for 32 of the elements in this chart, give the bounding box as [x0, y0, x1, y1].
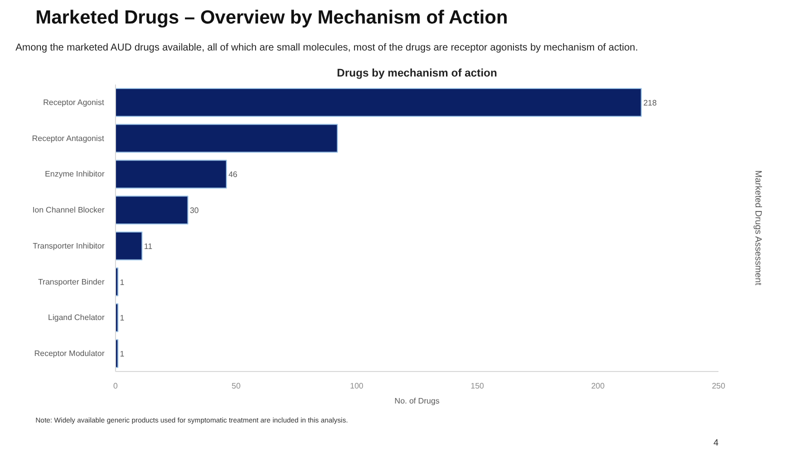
text: 4 — [713, 438, 719, 448]
bar — [116, 231, 143, 260]
data-label: 218 — [643, 98, 658, 108]
data-label: 46 — [228, 170, 238, 180]
bar — [116, 88, 642, 117]
x-tick-label: 200 — [591, 382, 606, 390]
bar — [116, 160, 227, 189]
data-label: 11 — [144, 242, 153, 251]
y-tick-label: Ion Channel Blocker — [32, 206, 105, 215]
text: Marketed Drugs Assessment — [754, 170, 764, 286]
y-tick-label: Enzyme Inhibitor — [44, 170, 105, 179]
y-tick-label: Ligand Chelator — [48, 313, 105, 322]
x-tick-label: 100 — [350, 382, 364, 390]
bar — [116, 196, 188, 225]
data-label: 1 — [120, 314, 125, 323]
chart-title: Marketed Drugs – Overview by Mechanism of Action — [36, 8, 508, 28]
x-axis-title: No. of Drugs — [394, 396, 440, 406]
data-label: 1 — [120, 350, 125, 359]
bar — [116, 124, 338, 153]
y-tick-label: Transporter Binder — [38, 277, 105, 286]
y-tick-label: Receptor Modulator — [34, 349, 105, 358]
x-tick-label: 50 — [232, 382, 242, 390]
data-label: 30 — [190, 206, 200, 216]
x-tick-label: 0 — [113, 382, 118, 390]
chart-subtitle: Among the marketed AUD drugs available, all of which are small molecules, most of the drugs are receptor agonists by mechanism of action. — [16, 42, 638, 54]
data-label: 1 — [120, 278, 125, 287]
x-tick-label: 150 — [470, 382, 485, 390]
x-tick-label: 250 — [712, 382, 726, 390]
y-tick-label: Transporter Inhibitor — [32, 241, 105, 250]
y-tick-label: Receptor Agonist — [43, 98, 105, 107]
text: Drugs by mechanism of action — [336, 68, 498, 80]
y-tick-label: Receptor Antagonist — [32, 134, 105, 143]
